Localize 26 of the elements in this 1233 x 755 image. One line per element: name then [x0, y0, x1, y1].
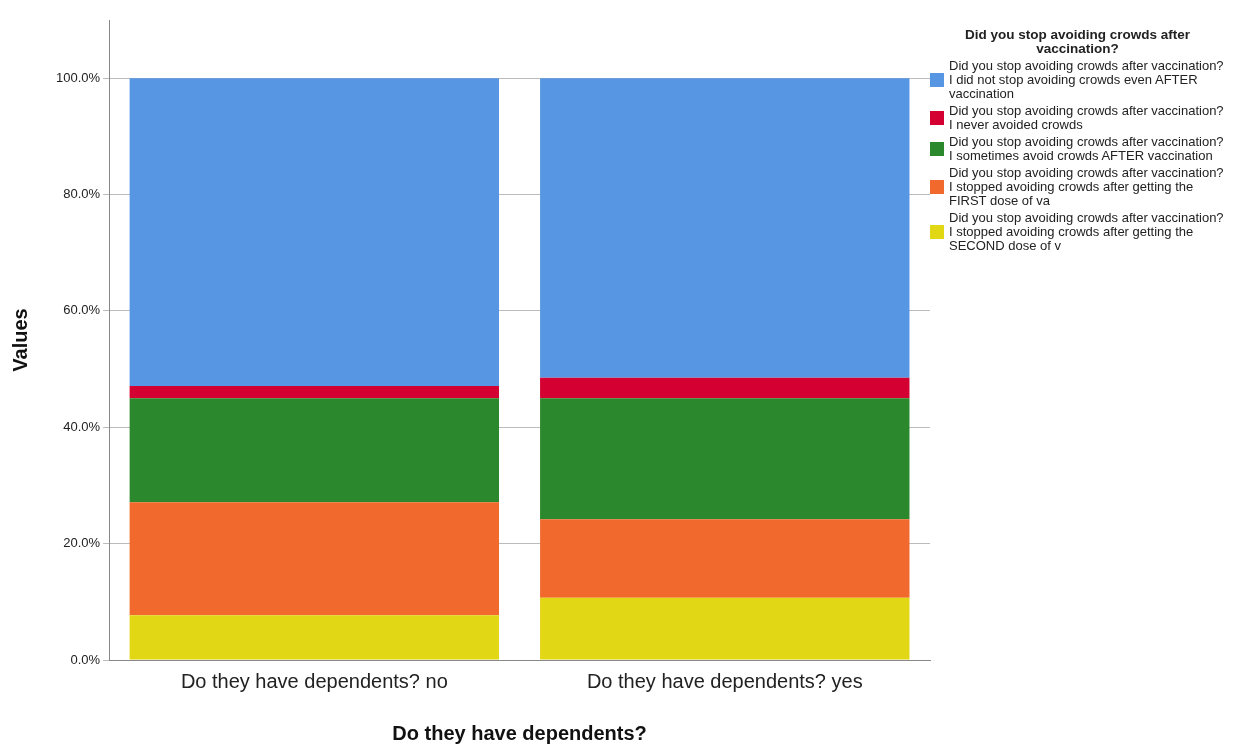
- legend-label: Did you stop avoiding crowds after vaccination? I stopped avoiding crowds after getting the SECOND dose of v: [949, 210, 1225, 253]
- y-tick-label: 60.0%: [63, 302, 101, 318]
- bar: [129, 78, 500, 386]
- x-tick-label: Do they have dependents? yes: [586, 669, 863, 692]
- legend-title: Did you stop avoiding crowds after vaccination?: [964, 27, 1191, 56]
- y-tick-label: 0.0%: [70, 651, 101, 667]
- legend-label: Did you stop avoiding crowds after vaccination? I sometimes avoid crowds AFTER vaccination: [949, 134, 1225, 163]
- x-axis-title: Do they have dependents?: [392, 721, 647, 744]
- y-tick-label: 80.0%: [63, 186, 101, 202]
- bar: [540, 377, 910, 399]
- y-tick-label: 20.0%: [63, 535, 101, 551]
- legend-label: Did you stop avoiding crowds after vaccination? I did not stop avoiding crowds even AFTER vaccination: [949, 58, 1225, 101]
- bar: [129, 615, 500, 660]
- bar: [540, 519, 910, 598]
- legend-label: Did you stop avoiding crowds after vaccination? I never avoided crowds: [949, 103, 1225, 132]
- legend-label: Did you stop avoiding crowds after vaccination? I stopped avoiding crowds after getting the FIRST dose of va: [949, 165, 1225, 208]
- bar: [540, 78, 910, 378]
- y-axis-title: Values: [8, 308, 31, 372]
- y-tick-label: 100.0%: [56, 69, 101, 85]
- y-tick-label: 40.0%: [63, 418, 101, 434]
- bar: [540, 398, 910, 520]
- bar: [540, 597, 910, 660]
- x-tick-label: Do they have dependents? no: [180, 669, 448, 692]
- bar: [129, 502, 500, 616]
- bar: [129, 385, 500, 399]
- bar: [129, 398, 500, 503]
